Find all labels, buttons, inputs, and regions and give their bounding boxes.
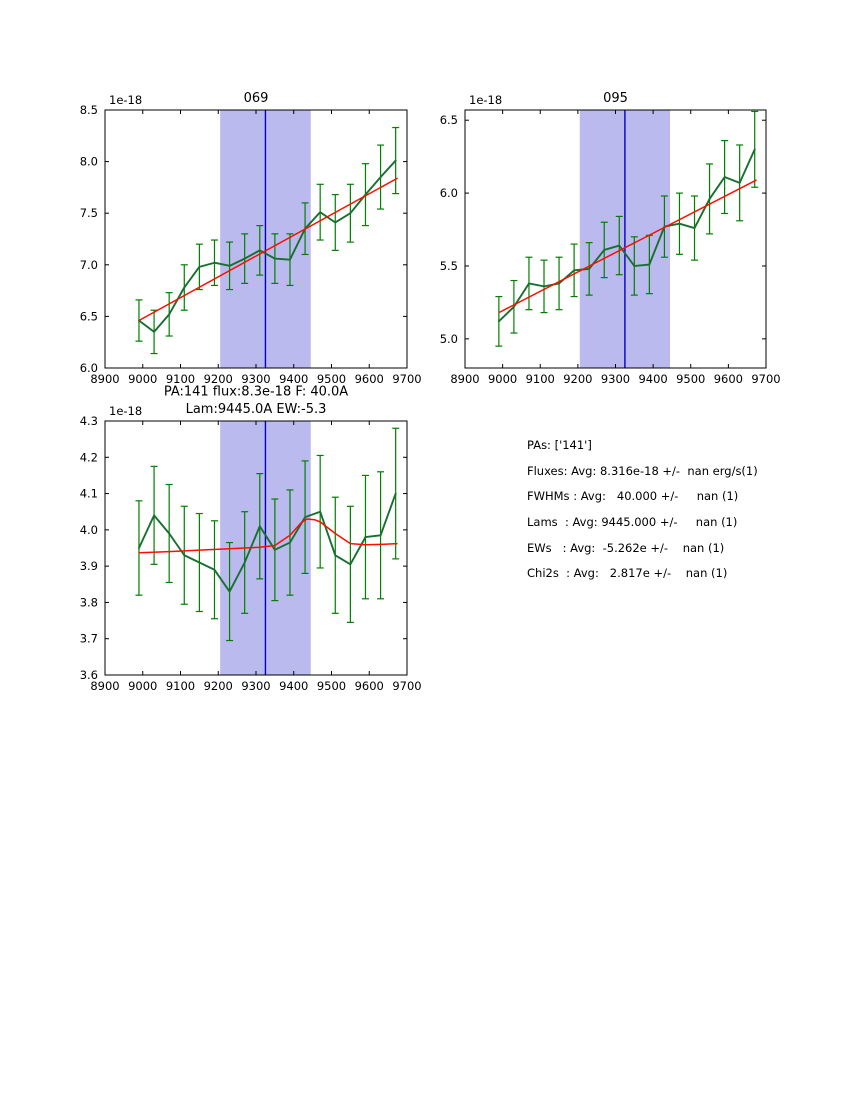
fit-line bbox=[498, 179, 757, 314]
y-tick-label: 6.5 bbox=[80, 309, 98, 323]
data-series-line bbox=[497, 148, 756, 323]
y-tick-label: 4.1 bbox=[80, 487, 98, 501]
y-tick-label: 4.3 bbox=[80, 414, 98, 428]
x-tick-label: 9000 bbox=[488, 372, 517, 386]
y-tick-label: 5.5 bbox=[440, 259, 458, 273]
y-tick-label: 3.7 bbox=[80, 632, 98, 646]
y-tick-label: 7.5 bbox=[80, 206, 98, 220]
data-series-line bbox=[138, 159, 397, 333]
stats-line: FWHMs : Avg: 40.000 +/- nan (1) bbox=[527, 489, 739, 504]
axis-offset-label: 1e-18 bbox=[469, 93, 502, 107]
y-tick-label: 3.9 bbox=[80, 559, 98, 573]
stats-line: Fluxes: Avg: 8.316e-18 +/- nan erg/s(1) bbox=[527, 463, 758, 478]
y-tick-label: 7.0 bbox=[80, 258, 98, 272]
y-tick-label: 5.0 bbox=[440, 332, 458, 346]
stats-line: EWs : Avg: -5.262e +/- nan (1) bbox=[527, 540, 725, 555]
x-tick-label: 8900 bbox=[90, 679, 119, 693]
axis-ticks bbox=[104, 109, 408, 369]
fit-line bbox=[138, 177, 398, 322]
fit-line bbox=[138, 518, 398, 554]
x-tick-label: 9700 bbox=[751, 372, 780, 386]
x-tick-label: 9500 bbox=[317, 679, 346, 693]
axis-tick-labels: 8900 9000 9100 9200 9300 9400 9500 9600 9700 3.6 3… bbox=[80, 414, 422, 693]
subplot-title: Lam:9445.0A EW:-5.3 bbox=[186, 402, 327, 417]
x-tick-label: 9600 bbox=[355, 679, 384, 693]
subplot-title: 069 bbox=[244, 91, 269, 106]
axis-tick-labels: 8900 9000 9100 9200 9300 9400 9500 9600 9700 5.0 5… bbox=[440, 113, 781, 386]
x-tick-label: 9100 bbox=[166, 679, 195, 693]
x-tick-label: 9200 bbox=[563, 372, 592, 386]
x-tick-label: 9500 bbox=[676, 372, 705, 386]
subplot-title: 095 bbox=[603, 91, 628, 106]
y-tick-label: 8.0 bbox=[80, 155, 98, 169]
axis-ticks bbox=[464, 110, 767, 368]
x-tick-label: 9600 bbox=[714, 372, 743, 386]
x-tick-label: 9100 bbox=[166, 372, 195, 386]
y-tick-label: 3.6 bbox=[80, 668, 98, 682]
x-tick-label: 9000 bbox=[128, 679, 157, 693]
axis-offset-label: 1e-18 bbox=[109, 404, 142, 418]
y-tick-label: 4.0 bbox=[80, 523, 98, 537]
x-tick-label: 9100 bbox=[526, 372, 555, 386]
axis-ticks bbox=[104, 420, 408, 676]
stats-line: Chi2s : Avg: 2.817e +/- nan (1) bbox=[527, 566, 728, 581]
x-tick-label: 9600 bbox=[355, 372, 384, 386]
y-tick-label: 4.2 bbox=[80, 450, 98, 464]
x-tick-label: 9400 bbox=[279, 372, 308, 386]
x-tick-label: 8900 bbox=[450, 372, 479, 386]
x-tick-label: 9500 bbox=[317, 372, 346, 386]
x-tick-label: 9200 bbox=[204, 679, 233, 693]
subplot-pa-095: 8900 9000 9100 9200 9300 9400 9500 9600 9700 5.0 5… bbox=[440, 91, 781, 386]
x-tick-label: 8900 bbox=[90, 372, 119, 386]
subplot-pa-141: 8900 9000 9100 9200 9300 9400 9500 9600 9700 3.6 3… bbox=[80, 385, 422, 694]
x-tick-label: 9000 bbox=[128, 372, 157, 386]
stats-line: PAs: ['141'] bbox=[527, 438, 592, 452]
x-tick-label: 9700 bbox=[392, 679, 421, 693]
x-tick-label: 9300 bbox=[241, 679, 270, 693]
subplot-title: PA:141 flux:8.3e-18 F: 40.0A bbox=[164, 385, 348, 400]
x-tick-label: 9400 bbox=[279, 679, 308, 693]
axis-offset-label: 1e-18 bbox=[109, 93, 142, 107]
x-tick-label: 9400 bbox=[638, 372, 667, 386]
x-tick-label: 9200 bbox=[204, 372, 233, 386]
stats-line: Lams : Avg: 9445.000 +/- nan (1) bbox=[527, 515, 738, 530]
axis-tick-labels: 8900 9000 9100 9200 9300 9400 9500 9600 9700 6.0 6… bbox=[80, 103, 422, 386]
y-tick-label: 8.5 bbox=[80, 103, 98, 117]
subplot-pa-069: 8900 9000 9100 9200 9300 9400 9500 9600 9700 6.0 6… bbox=[80, 91, 422, 386]
x-tick-label: 9300 bbox=[241, 372, 270, 386]
y-tick-label: 6.5 bbox=[440, 113, 458, 127]
y-tick-label: 6.0 bbox=[80, 361, 98, 375]
x-tick-label: 9700 bbox=[392, 372, 421, 386]
x-tick-label: 9300 bbox=[601, 372, 630, 386]
y-tick-label: 3.8 bbox=[80, 595, 98, 609]
y-tick-label: 6.0 bbox=[440, 186, 458, 200]
stats-panel: PAs: ['141'] Fluxes: Avg: 8.316e-18 +/- n… bbox=[527, 433, 758, 587]
